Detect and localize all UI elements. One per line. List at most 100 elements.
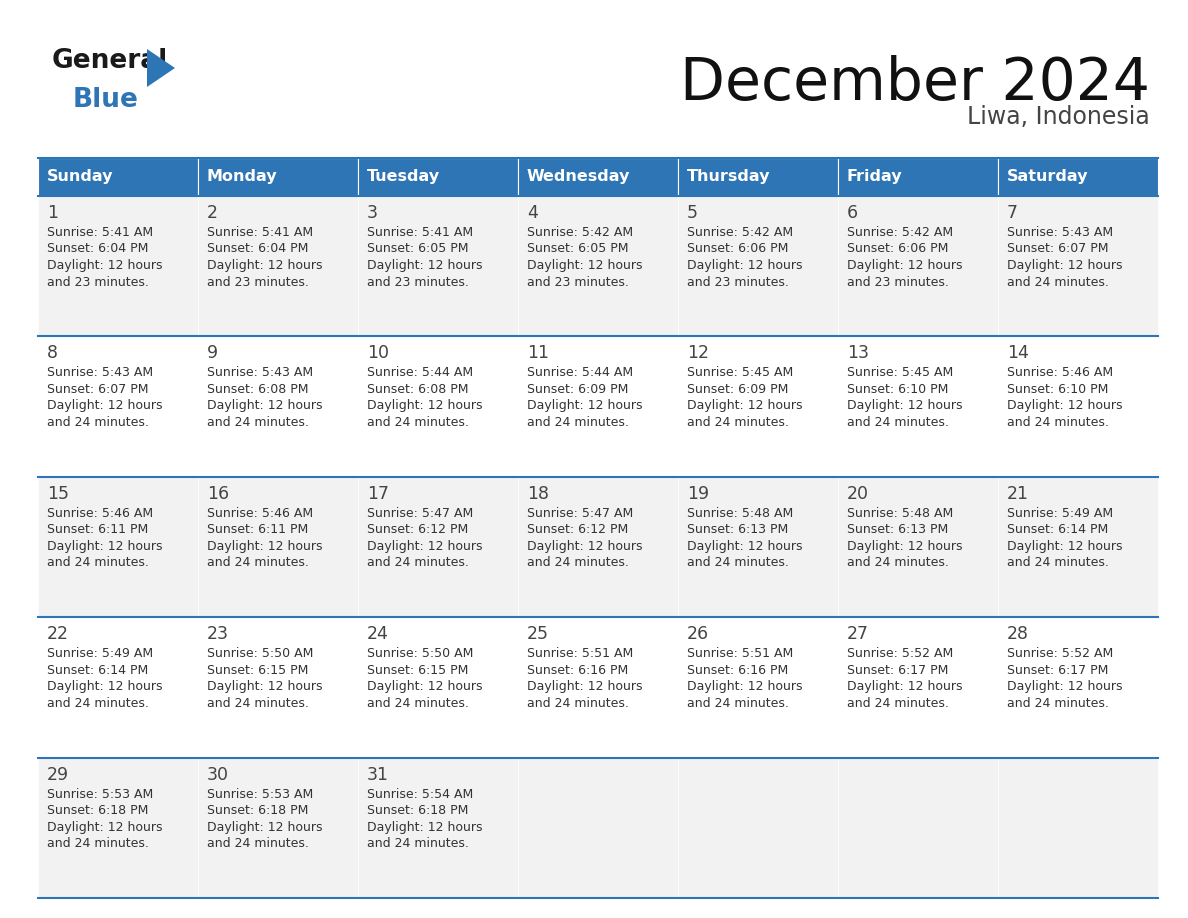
Text: and 23 minutes.: and 23 minutes. — [367, 275, 469, 288]
Text: and 23 minutes.: and 23 minutes. — [48, 275, 148, 288]
Text: 20: 20 — [847, 485, 868, 503]
Text: Daylight: 12 hours: Daylight: 12 hours — [367, 680, 482, 693]
Bar — [198, 617, 358, 757]
Bar — [998, 617, 1158, 757]
Text: and 24 minutes.: and 24 minutes. — [1007, 416, 1108, 429]
Text: and 24 minutes.: and 24 minutes. — [48, 697, 148, 710]
Text: 19: 19 — [687, 485, 709, 503]
Text: Saturday: Saturday — [1007, 170, 1088, 185]
Bar — [998, 476, 1158, 617]
Text: 15: 15 — [48, 485, 69, 503]
Text: Sunset: 6:06 PM: Sunset: 6:06 PM — [847, 242, 948, 255]
Text: Daylight: 12 hours: Daylight: 12 hours — [207, 680, 322, 693]
Bar — [998, 336, 1158, 476]
Text: 21: 21 — [1007, 485, 1029, 503]
Text: Sunrise: 5:48 AM: Sunrise: 5:48 AM — [847, 507, 953, 520]
Text: Sunset: 6:11 PM: Sunset: 6:11 PM — [48, 523, 148, 536]
Bar — [838, 196, 998, 336]
Text: and 24 minutes.: and 24 minutes. — [367, 556, 469, 569]
Text: and 24 minutes.: and 24 minutes. — [527, 697, 628, 710]
Bar — [358, 617, 518, 757]
Text: Daylight: 12 hours: Daylight: 12 hours — [527, 540, 643, 553]
Text: Daylight: 12 hours: Daylight: 12 hours — [367, 821, 482, 834]
Text: 2: 2 — [207, 204, 219, 222]
Text: and 24 minutes.: and 24 minutes. — [1007, 275, 1108, 288]
Text: and 24 minutes.: and 24 minutes. — [1007, 556, 1108, 569]
Text: and 24 minutes.: and 24 minutes. — [1007, 697, 1108, 710]
Text: 13: 13 — [847, 344, 868, 363]
Text: Sunrise: 5:43 AM: Sunrise: 5:43 AM — [207, 366, 314, 379]
Text: Daylight: 12 hours: Daylight: 12 hours — [1007, 259, 1123, 272]
Text: Sunrise: 5:47 AM: Sunrise: 5:47 AM — [527, 507, 633, 520]
Text: Sunset: 6:14 PM: Sunset: 6:14 PM — [48, 664, 148, 677]
Bar — [678, 617, 838, 757]
Text: Sunset: 6:10 PM: Sunset: 6:10 PM — [847, 383, 948, 396]
Bar — [198, 196, 358, 336]
Text: 16: 16 — [207, 485, 229, 503]
Text: 7: 7 — [1007, 204, 1018, 222]
Text: Sunset: 6:07 PM: Sunset: 6:07 PM — [48, 383, 148, 396]
Text: 31: 31 — [367, 766, 388, 784]
Text: 10: 10 — [367, 344, 388, 363]
Text: Sunrise: 5:46 AM: Sunrise: 5:46 AM — [207, 507, 314, 520]
Text: Sunrise: 5:45 AM: Sunrise: 5:45 AM — [687, 366, 794, 379]
Text: 29: 29 — [48, 766, 69, 784]
Bar — [518, 158, 678, 196]
Bar — [198, 158, 358, 196]
Text: Sunrise: 5:52 AM: Sunrise: 5:52 AM — [1007, 647, 1113, 660]
Bar — [38, 617, 198, 757]
Text: 1: 1 — [48, 204, 58, 222]
Text: and 24 minutes.: and 24 minutes. — [527, 416, 628, 429]
Text: Sunset: 6:14 PM: Sunset: 6:14 PM — [1007, 523, 1108, 536]
Text: Sunset: 6:04 PM: Sunset: 6:04 PM — [48, 242, 148, 255]
Text: Sunrise: 5:44 AM: Sunrise: 5:44 AM — [367, 366, 473, 379]
Text: Daylight: 12 hours: Daylight: 12 hours — [847, 259, 962, 272]
Text: Sunrise: 5:45 AM: Sunrise: 5:45 AM — [847, 366, 953, 379]
Text: and 24 minutes.: and 24 minutes. — [687, 697, 789, 710]
Text: Sunset: 6:12 PM: Sunset: 6:12 PM — [527, 523, 628, 536]
Bar — [358, 158, 518, 196]
Text: Sunset: 6:05 PM: Sunset: 6:05 PM — [367, 242, 468, 255]
Text: Sunset: 6:09 PM: Sunset: 6:09 PM — [687, 383, 789, 396]
Text: and 24 minutes.: and 24 minutes. — [48, 416, 148, 429]
Text: Sunset: 6:13 PM: Sunset: 6:13 PM — [847, 523, 948, 536]
Text: Daylight: 12 hours: Daylight: 12 hours — [48, 821, 163, 834]
Text: and 24 minutes.: and 24 minutes. — [687, 556, 789, 569]
Text: Liwa, Indonesia: Liwa, Indonesia — [967, 105, 1150, 129]
Text: Sunset: 6:18 PM: Sunset: 6:18 PM — [207, 804, 309, 817]
Text: Daylight: 12 hours: Daylight: 12 hours — [207, 540, 322, 553]
Bar — [358, 757, 518, 898]
Text: Sunset: 6:15 PM: Sunset: 6:15 PM — [207, 664, 309, 677]
Text: General: General — [52, 48, 169, 74]
Bar — [38, 196, 198, 336]
Text: Daylight: 12 hours: Daylight: 12 hours — [847, 680, 962, 693]
Text: 28: 28 — [1007, 625, 1029, 644]
Text: 3: 3 — [367, 204, 378, 222]
Bar — [838, 336, 998, 476]
Text: and 24 minutes.: and 24 minutes. — [847, 556, 949, 569]
Text: Daylight: 12 hours: Daylight: 12 hours — [847, 399, 962, 412]
Bar — [998, 196, 1158, 336]
Text: Sunrise: 5:51 AM: Sunrise: 5:51 AM — [687, 647, 794, 660]
Text: and 24 minutes.: and 24 minutes. — [207, 556, 309, 569]
Bar — [518, 336, 678, 476]
Text: Sunrise: 5:48 AM: Sunrise: 5:48 AM — [687, 507, 794, 520]
Text: Daylight: 12 hours: Daylight: 12 hours — [847, 540, 962, 553]
Text: 18: 18 — [527, 485, 549, 503]
Text: and 23 minutes.: and 23 minutes. — [527, 275, 628, 288]
Text: Sunrise: 5:44 AM: Sunrise: 5:44 AM — [527, 366, 633, 379]
Text: Tuesday: Tuesday — [367, 170, 440, 185]
Bar — [678, 476, 838, 617]
Text: 8: 8 — [48, 344, 58, 363]
Text: Sunset: 6:17 PM: Sunset: 6:17 PM — [847, 664, 948, 677]
Bar — [358, 196, 518, 336]
Text: Daylight: 12 hours: Daylight: 12 hours — [48, 540, 163, 553]
Bar — [678, 196, 838, 336]
Text: 6: 6 — [847, 204, 858, 222]
Text: Daylight: 12 hours: Daylight: 12 hours — [207, 399, 322, 412]
Text: Daylight: 12 hours: Daylight: 12 hours — [48, 680, 163, 693]
Bar — [518, 196, 678, 336]
Text: Daylight: 12 hours: Daylight: 12 hours — [48, 399, 163, 412]
Text: Sunset: 6:05 PM: Sunset: 6:05 PM — [527, 242, 628, 255]
Text: 25: 25 — [527, 625, 549, 644]
